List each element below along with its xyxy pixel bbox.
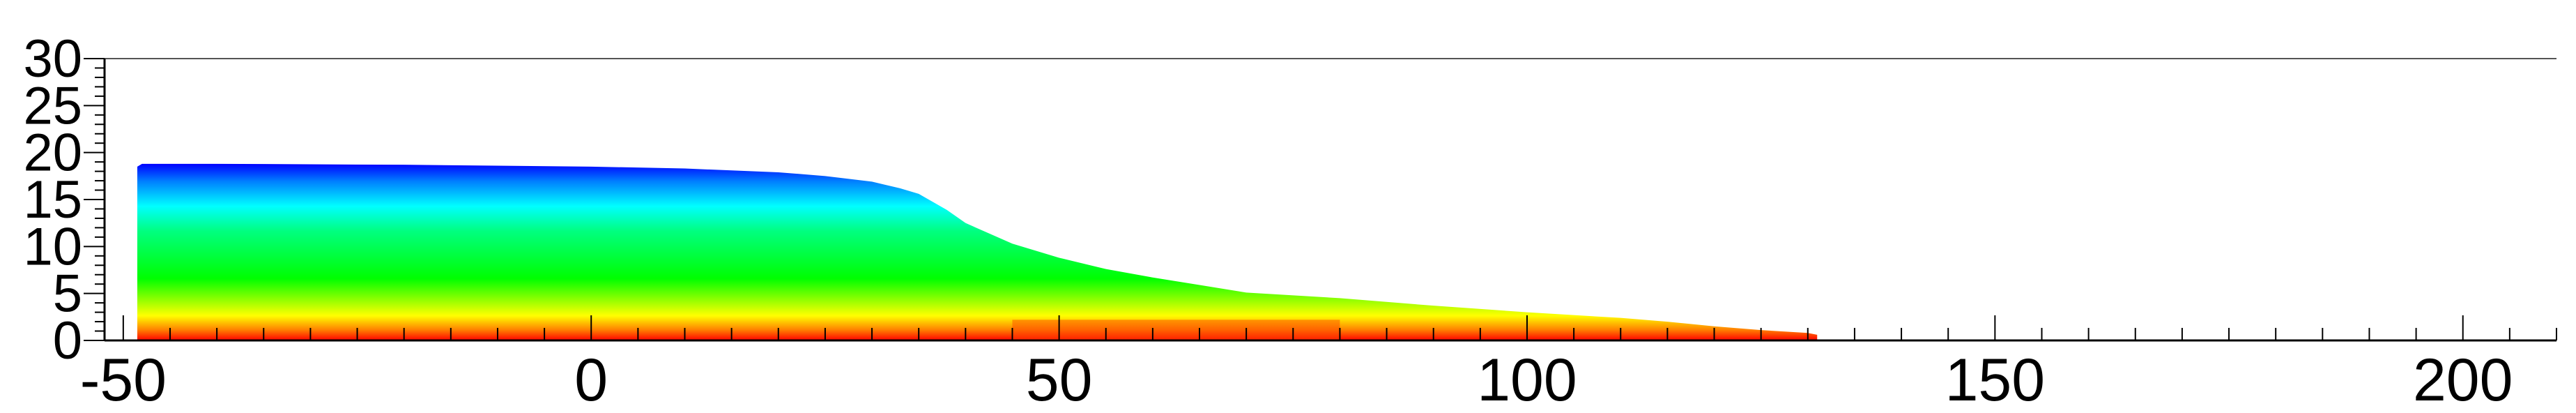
base-heat-band (1012, 320, 1340, 340)
y-tick-label: 10 (23, 217, 82, 276)
flow-area-layer (137, 163, 1818, 340)
y-tick-label: 15 (23, 170, 82, 230)
x-tick-label: -50 (80, 347, 167, 413)
y-tick-label: 30 (23, 29, 82, 89)
y-tick-label: 5 (53, 264, 82, 324)
y-tick-label: 0 (53, 311, 82, 370)
x-tick-label: 100 (1477, 347, 1577, 413)
y-tick-label: 25 (23, 76, 82, 135)
x-tick-label: 0 (574, 347, 608, 413)
y-tick-label: 20 (23, 123, 82, 183)
x-tick-label: 150 (1945, 347, 2046, 413)
x-tick-label: 200 (2413, 347, 2513, 413)
flow-area (137, 163, 1818, 340)
x-tick-label: 50 (1026, 347, 1093, 413)
